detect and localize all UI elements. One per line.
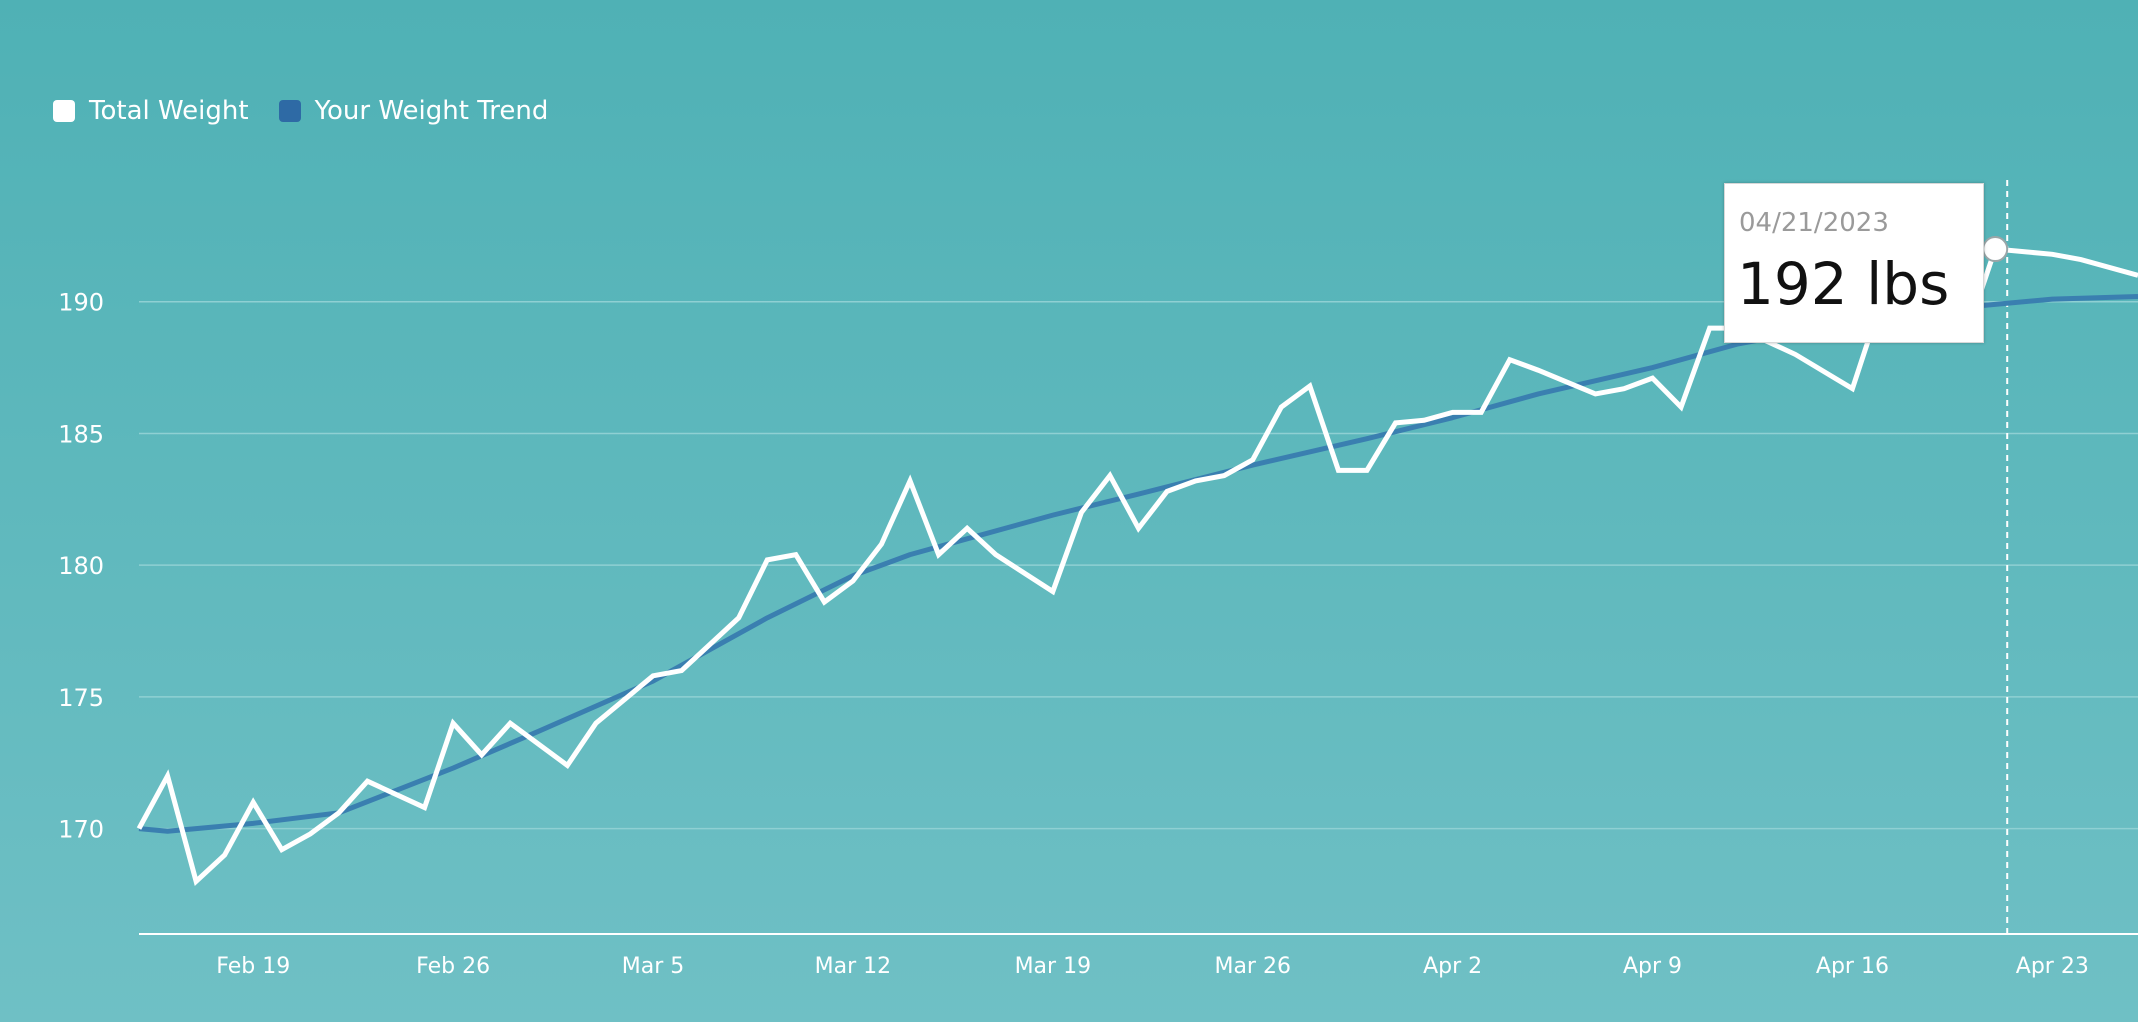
total-weight-point[interactable] [818, 596, 830, 608]
y-tick-label: 175 [58, 684, 104, 712]
total-weight-point[interactable] [1161, 485, 1173, 497]
total-weight-point[interactable] [219, 849, 231, 861]
total-weight-point[interactable] [961, 522, 973, 534]
total-weight-point[interactable] [1133, 522, 1145, 534]
y-axis-ticks: 170 175 180 185 190 [58, 289, 104, 844]
x-tick-label: Apr 2 [1423, 954, 1482, 979]
x-tick-label: Mar 26 [1214, 954, 1291, 979]
x-axis-ticks: Feb 19 Feb 26 Mar 5 Mar 12 Mar 19 Mar 26 Apr 2… [216, 954, 2089, 979]
total-weight-point[interactable] [447, 717, 459, 729]
total-weight-point[interactable] [247, 796, 259, 808]
total-weight-point[interactable] [276, 844, 288, 856]
total-weight-point[interactable] [304, 828, 316, 840]
x-tick-label: Apr 23 [2016, 954, 2089, 979]
total-weight-point[interactable] [1846, 383, 1858, 395]
x-tick-label: Apr 16 [1816, 954, 1889, 979]
total-weight-swatch-icon [53, 100, 75, 122]
total-weight-point[interactable] [1304, 380, 1316, 392]
total-weight-point[interactable] [1618, 383, 1630, 395]
y-tick-label: 185 [58, 420, 104, 448]
total-weight-point[interactable] [847, 575, 859, 587]
total-weight-point[interactable] [1789, 348, 1801, 360]
total-weight-point[interactable] [162, 770, 174, 782]
total-weight-point[interactable] [1075, 506, 1087, 518]
total-weight-point[interactable] [590, 717, 602, 729]
total-weight-point[interactable] [904, 475, 916, 487]
total-weight-point[interactable] [1647, 372, 1659, 384]
total-weight-point[interactable] [676, 665, 688, 677]
total-weight-point[interactable] [361, 775, 373, 787]
total-weight-point[interactable] [1504, 354, 1516, 366]
total-weight-point[interactable] [647, 670, 659, 682]
total-weight-point[interactable] [990, 549, 1002, 561]
total-weight-point[interactable] [1475, 406, 1487, 418]
total-weight-point[interactable] [476, 749, 488, 761]
total-weight-point[interactable] [1361, 464, 1373, 476]
x-tick-label: Mar 19 [1015, 954, 1092, 979]
total-weight-point[interactable] [504, 717, 516, 729]
legend-label-weight-trend: Your Weight Trend [314, 96, 549, 126]
legend-label-total-weight: Total Weight [89, 96, 249, 126]
total-weight-point[interactable] [1704, 322, 1716, 334]
total-weight-point[interactable] [190, 875, 202, 887]
total-weight-point[interactable] [733, 612, 745, 624]
total-weight-point[interactable] [1218, 470, 1230, 482]
total-weight-point[interactable] [1104, 470, 1116, 482]
highlight-point[interactable] [1982, 236, 2009, 263]
total-weight-point[interactable] [333, 807, 345, 819]
total-weight-point[interactable] [1047, 586, 1059, 598]
value-tooltip: 04/21/2023 192 lbs [1724, 183, 1984, 343]
total-weight-point[interactable] [761, 554, 773, 566]
x-tick-label: Mar 5 [622, 954, 685, 979]
tooltip-value: 192 lbs [1737, 250, 1950, 318]
total-weight-point[interactable] [1190, 475, 1202, 487]
total-weight-point[interactable] [1332, 464, 1344, 476]
total-weight-point[interactable] [1589, 388, 1601, 400]
total-weight-point[interactable] [1390, 417, 1402, 429]
y-tick-label: 180 [58, 552, 104, 580]
total-weight-point[interactable] [1532, 364, 1544, 376]
x-tick-label: Feb 26 [416, 954, 490, 979]
total-weight-point[interactable] [2075, 254, 2087, 266]
x-tick-label: Feb 19 [216, 954, 290, 979]
weight-trend-series-line [138, 293, 2138, 834]
total-weight-point[interactable] [133, 823, 145, 835]
total-weight-point[interactable] [1418, 414, 1430, 426]
total-weight-point[interactable] [1447, 406, 1459, 418]
gridlines [139, 300, 2138, 830]
legend-item-weight-trend[interactable]: Your Weight Trend [278, 96, 549, 126]
total-weight-point[interactable] [419, 802, 431, 814]
x-tick-label: Mar 12 [815, 954, 892, 979]
total-weight-point[interactable] [1247, 454, 1259, 466]
chart-legend: Total Weight Your Weight Trend [53, 96, 548, 126]
x-tick-label: Apr 9 [1623, 954, 1682, 979]
legend-item-total-weight[interactable]: Total Weight [53, 96, 249, 126]
y-tick-label: 170 [58, 816, 104, 844]
weight-trend-swatch-icon [278, 100, 301, 122]
total-weight-point[interactable] [933, 549, 945, 561]
y-tick-label: 190 [58, 289, 104, 317]
total-weight-point[interactable] [1275, 401, 1287, 413]
total-weight-point[interactable] [790, 549, 802, 561]
total-weight-point[interactable] [1675, 401, 1687, 413]
total-weight-point[interactable] [875, 538, 887, 550]
tooltip-date: 04/21/2023 [1739, 208, 1889, 238]
total-weight-point[interactable] [2046, 248, 2058, 260]
total-weight-point[interactable] [2132, 269, 2138, 281]
total-weight-point[interactable] [561, 759, 573, 771]
